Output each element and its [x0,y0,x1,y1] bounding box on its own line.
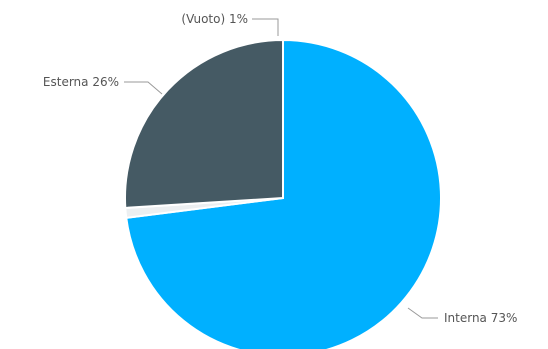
slice-label-vuoto: (Vuoto) 1% [181,12,248,26]
leader-line-vuoto [252,18,279,36]
pie-slice-esterna[interactable] [123,38,284,209]
pie-slices [123,38,443,349]
slice-label-esterna: Esterna 26% [43,75,119,89]
leader-line-interna [407,307,438,319]
slice-label-interna: Interna 73% [444,311,517,325]
pie-labels: Interna 73% (Vuoto) 1% Esterna 26% [43,12,518,325]
leader-line-esterna [124,81,163,95]
